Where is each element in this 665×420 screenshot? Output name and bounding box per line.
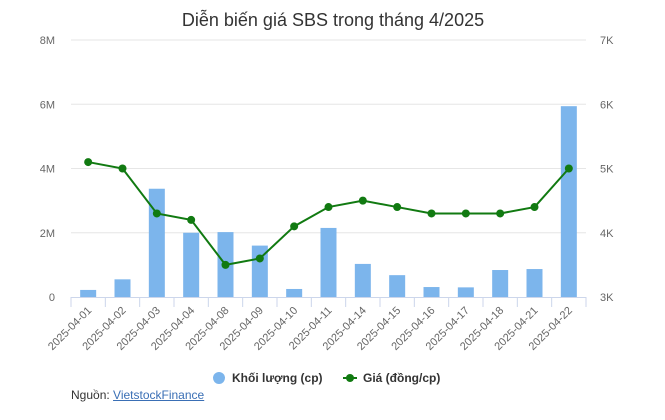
left-axis: 0 2M 4M 6M 8M bbox=[40, 35, 55, 304]
volume-bar[interactable] bbox=[526, 269, 543, 297]
volume-bar[interactable] bbox=[423, 287, 440, 297]
left-tick-label: 0 bbox=[49, 292, 55, 304]
volume-bar[interactable] bbox=[354, 263, 371, 297]
legend-price-label: Giá (đồng/cp) bbox=[363, 371, 440, 385]
price-line bbox=[84, 158, 573, 269]
price-point[interactable] bbox=[255, 254, 264, 263]
right-tick-label: 4K bbox=[600, 228, 614, 240]
volume-bar[interactable] bbox=[560, 106, 577, 298]
volume-bar[interactable] bbox=[457, 287, 474, 297]
volume-bar[interactable] bbox=[183, 232, 200, 297]
volume-bar[interactable] bbox=[492, 270, 509, 297]
price-point[interactable] bbox=[118, 164, 127, 173]
chart-title: Diễn biến giá SBS trong tháng 4/2025 bbox=[182, 9, 484, 30]
right-tick-label: 7K bbox=[600, 35, 614, 47]
right-axis: 3K 4K 5K 6K 7K bbox=[600, 35, 614, 304]
left-tick-label: 8M bbox=[40, 35, 55, 47]
price-point[interactable] bbox=[496, 209, 505, 218]
price-point[interactable] bbox=[427, 209, 436, 218]
volume-bar[interactable] bbox=[80, 289, 97, 297]
volume-bar[interactable] bbox=[389, 275, 406, 297]
legend: Khối lượng (cp) Giá (đồng/cp) bbox=[213, 371, 440, 385]
legend-circle-icon bbox=[213, 372, 225, 384]
volume-bar[interactable] bbox=[114, 279, 131, 297]
source-prefix: Nguồn: bbox=[71, 388, 110, 402]
legend-item-volume[interactable]: Khối lượng (cp) bbox=[213, 371, 323, 385]
price-point[interactable] bbox=[393, 203, 402, 212]
price-point[interactable] bbox=[84, 158, 93, 167]
price-point[interactable] bbox=[324, 203, 333, 212]
price-point[interactable] bbox=[461, 209, 470, 218]
source-note: Nguồn: VietstockFinance bbox=[71, 388, 204, 402]
right-tick-label: 6K bbox=[600, 99, 614, 111]
volume-bar[interactable] bbox=[286, 288, 303, 297]
legend-item-price[interactable]: Giá (đồng/cp) bbox=[343, 371, 440, 385]
price-point[interactable] bbox=[221, 260, 230, 269]
x-axis: 2025-04-012025-04-022025-04-032025-04-04… bbox=[46, 297, 587, 353]
price-point[interactable] bbox=[530, 203, 539, 212]
legend-volume-label: Khối lượng (cp) bbox=[232, 371, 323, 385]
price-point[interactable] bbox=[358, 196, 367, 205]
left-tick-label: 6M bbox=[40, 99, 55, 111]
price-point[interactable] bbox=[152, 209, 161, 218]
price-point[interactable] bbox=[187, 215, 196, 224]
price-point[interactable] bbox=[290, 222, 299, 231]
source-link[interactable]: VietstockFinance bbox=[113, 388, 205, 402]
right-tick-label: 5K bbox=[600, 164, 614, 176]
left-tick-label: 4M bbox=[40, 164, 55, 176]
volume-bar[interactable] bbox=[148, 188, 165, 297]
right-tick-label: 3K bbox=[600, 292, 614, 304]
volume-bars bbox=[80, 106, 577, 298]
left-tick-label: 2M bbox=[40, 228, 55, 240]
legend-marker-icon bbox=[346, 374, 354, 382]
volume-bar[interactable] bbox=[320, 227, 337, 297]
price-point[interactable] bbox=[564, 164, 573, 173]
